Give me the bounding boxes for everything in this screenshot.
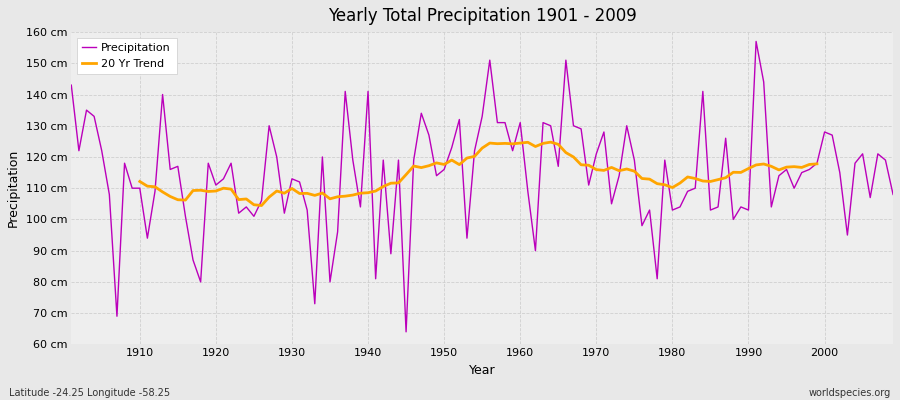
Precipitation — [294, 180, 305, 184]
Precipitation — [522, 189, 533, 194]
Precipitation — [751, 39, 761, 44]
X-axis label: Year: Year — [469, 364, 496, 377]
20 Yr Trend — [606, 165, 616, 170]
Precipitation — [400, 330, 411, 334]
Precipitation — [614, 173, 625, 178]
Precipitation — [340, 89, 351, 94]
Y-axis label: Precipitation: Precipitation — [7, 149, 20, 227]
Precipitation — [127, 186, 138, 190]
20 Yr Trend — [508, 142, 518, 146]
20 Yr Trend — [340, 194, 351, 198]
Text: Latitude -24.25 Longitude -58.25: Latitude -24.25 Longitude -58.25 — [9, 388, 170, 398]
Text: worldspecies.org: worldspecies.org — [809, 388, 891, 398]
Line: 20 Yr Trend: 20 Yr Trend — [140, 142, 817, 206]
Title: Yearly Total Precipitation 1901 - 2009: Yearly Total Precipitation 1901 - 2009 — [328, 7, 636, 25]
Legend: Precipitation, 20 Yr Trend: Precipitation, 20 Yr Trend — [76, 38, 176, 74]
Line: Precipitation: Precipitation — [71, 42, 893, 332]
20 Yr Trend — [294, 191, 305, 196]
Precipitation — [887, 192, 898, 197]
20 Yr Trend — [515, 141, 526, 146]
Precipitation — [66, 83, 77, 88]
Precipitation — [515, 120, 526, 125]
